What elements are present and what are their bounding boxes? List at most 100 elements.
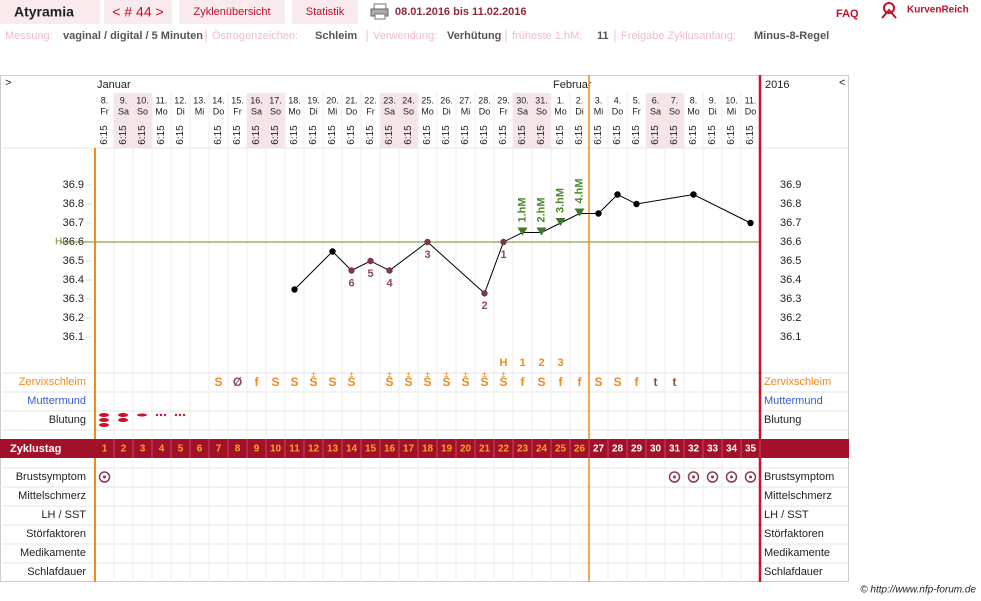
breast-icon	[744, 471, 757, 483]
time: 6:15	[137, 125, 148, 145]
low-label: 5	[367, 268, 373, 280]
cycle-day: 31	[669, 444, 681, 455]
date: 5.	[633, 95, 641, 105]
tab-box[interactable]	[292, 0, 358, 24]
low-label: 1	[500, 249, 506, 261]
tab-box[interactable]	[179, 0, 285, 24]
tab[interactable]: Zyklenübersicht	[193, 6, 270, 18]
weekday: Sa	[517, 106, 528, 116]
time: 6:15	[517, 125, 528, 145]
user-name: Atyramia	[14, 4, 74, 20]
y-tick-label: 36.5	[63, 255, 84, 267]
setting-value: Minus-8-Regel	[754, 30, 829, 42]
mucus-mark: ±	[501, 370, 506, 379]
temp-point	[348, 267, 355, 274]
date: 2.	[576, 95, 584, 105]
weekday: Do	[346, 106, 358, 116]
low-label: 3	[424, 249, 430, 261]
user-box	[0, 0, 100, 24]
breast-icon	[687, 471, 700, 483]
mucus-sign: S	[537, 375, 545, 389]
temp-point	[500, 238, 507, 246]
bleeding-icons	[99, 413, 186, 427]
cycle-day: 35	[745, 444, 757, 455]
time: 6:15	[612, 125, 623, 145]
nav-prev[interactable]: >	[5, 77, 11, 89]
row-label-right: Schlafdauer	[764, 566, 823, 578]
weekday: Di	[708, 106, 717, 116]
cycle-day: 23	[517, 444, 529, 455]
y2-tick-label: 36.8	[780, 198, 801, 210]
y2-tick-label: 36.6	[780, 236, 801, 248]
hm-marker	[555, 218, 566, 226]
mucus-sign: t	[673, 375, 677, 389]
time: 6:15	[498, 125, 509, 145]
time: 6:15	[175, 125, 186, 145]
coverline-label: HL	[55, 237, 68, 248]
time: 6:15	[707, 125, 718, 145]
hm-label: 1.hM	[516, 197, 528, 222]
weekday: Fr	[632, 106, 641, 116]
breast-icon	[668, 471, 681, 483]
time: 6:15	[422, 125, 433, 145]
breast-icon	[706, 471, 719, 483]
cycle-day: 30	[650, 444, 662, 455]
time: 6:15	[384, 125, 395, 145]
row-label-right: Brustsymptom	[764, 471, 834, 483]
mucus-sign: f	[521, 375, 526, 389]
temp-point	[690, 191, 697, 198]
setting-label: Verwendung:	[373, 30, 437, 42]
printer-icon[interactable]	[370, 3, 389, 20]
temp-point	[481, 290, 488, 297]
cycle-day: 1	[102, 444, 108, 455]
mucus-sign: S	[613, 375, 621, 389]
cycle-day: 2	[121, 444, 127, 455]
temp-point	[386, 267, 393, 274]
weekday: Do	[745, 106, 757, 116]
time: 6:15	[460, 125, 471, 145]
mucus-sign: S	[461, 375, 469, 389]
cycle-day: 34	[726, 444, 738, 455]
weekend-shade	[665, 93, 684, 148]
time: 6:15	[118, 125, 129, 145]
nav-next[interactable]: <	[839, 77, 845, 89]
month: Januar	[97, 79, 131, 91]
cycle-day: 16	[384, 444, 396, 455]
weekday: Fr	[100, 106, 109, 116]
faq-link[interactable]: FAQ	[836, 8, 859, 20]
date: 9.	[120, 95, 128, 105]
time: 6:15	[289, 125, 300, 145]
mucus-sign: t	[654, 375, 658, 389]
breast-icon-dot	[730, 475, 733, 479]
mucus-mark: ±	[444, 370, 449, 379]
date: 31.	[535, 95, 548, 105]
row-label-right: Mittelschmerz	[764, 490, 832, 502]
cycle-day: 26	[574, 444, 586, 455]
time: 6:15	[726, 125, 737, 145]
settings-line: Messung: vaginal / digital / 5 Minuten Öst…	[5, 30, 829, 42]
mucus-sign: f	[635, 375, 640, 389]
date: 12.	[174, 95, 187, 105]
mucus-mark: ±	[425, 370, 430, 379]
cycle-day: 4	[159, 444, 165, 455]
row-label: LH / SST	[41, 509, 86, 521]
mucus-mark: ±	[406, 370, 411, 379]
peak-label: 3	[557, 357, 563, 369]
y-tick-label: 36.7	[63, 217, 84, 229]
mucus-sign: S	[480, 375, 488, 389]
time: 6:15	[441, 125, 452, 145]
y-tick-label: 36.1	[63, 331, 84, 343]
weekday: Di	[575, 106, 584, 116]
date: 11.	[156, 95, 168, 105]
row-label: Brustsymptom	[16, 471, 86, 483]
chart-frame	[0, 75, 849, 582]
cycle-nav[interactable]: < # 44 >	[112, 4, 163, 20]
setting-value: Verhütung	[447, 30, 501, 42]
weekday: Mo	[421, 106, 434, 116]
time: 6:15	[308, 125, 319, 145]
tab[interactable]: Statistik	[306, 6, 345, 18]
y2-tick-label: 36.1	[780, 331, 801, 343]
date: 19.	[307, 95, 320, 105]
nav-box[interactable]	[104, 0, 172, 24]
